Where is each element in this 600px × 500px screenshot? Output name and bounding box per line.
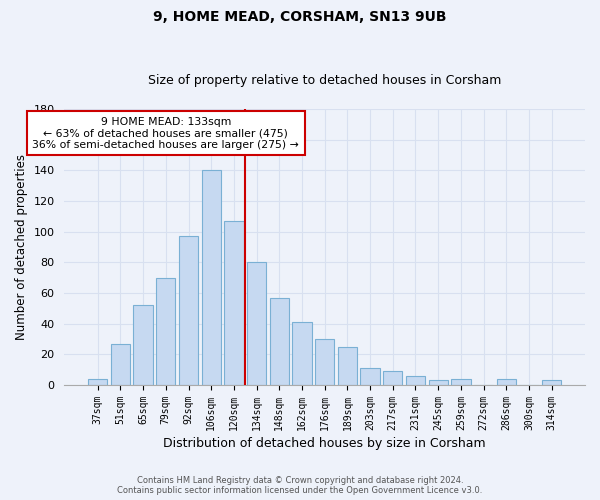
Bar xyxy=(497,379,516,385)
Bar xyxy=(406,376,425,385)
Bar xyxy=(269,298,289,385)
Bar xyxy=(451,379,470,385)
Y-axis label: Number of detached properties: Number of detached properties xyxy=(15,154,28,340)
Bar xyxy=(202,170,221,385)
Text: 9 HOME MEAD: 133sqm
← 63% of detached houses are smaller (475)
36% of semi-detac: 9 HOME MEAD: 133sqm ← 63% of detached ho… xyxy=(32,116,299,150)
Bar xyxy=(224,221,244,385)
Bar xyxy=(542,380,562,385)
X-axis label: Distribution of detached houses by size in Corsham: Distribution of detached houses by size … xyxy=(163,437,486,450)
Bar xyxy=(179,236,198,385)
Bar xyxy=(383,372,403,385)
Bar xyxy=(338,346,357,385)
Bar xyxy=(111,344,130,385)
Bar xyxy=(88,379,107,385)
Bar xyxy=(428,380,448,385)
Bar xyxy=(315,339,334,385)
Bar xyxy=(292,322,311,385)
Bar xyxy=(361,368,380,385)
Text: 9, HOME MEAD, CORSHAM, SN13 9UB: 9, HOME MEAD, CORSHAM, SN13 9UB xyxy=(153,10,447,24)
Bar xyxy=(133,306,153,385)
Bar xyxy=(247,262,266,385)
Bar xyxy=(156,278,175,385)
Text: Contains HM Land Registry data © Crown copyright and database right 2024.
Contai: Contains HM Land Registry data © Crown c… xyxy=(118,476,482,495)
Title: Size of property relative to detached houses in Corsham: Size of property relative to detached ho… xyxy=(148,74,502,87)
